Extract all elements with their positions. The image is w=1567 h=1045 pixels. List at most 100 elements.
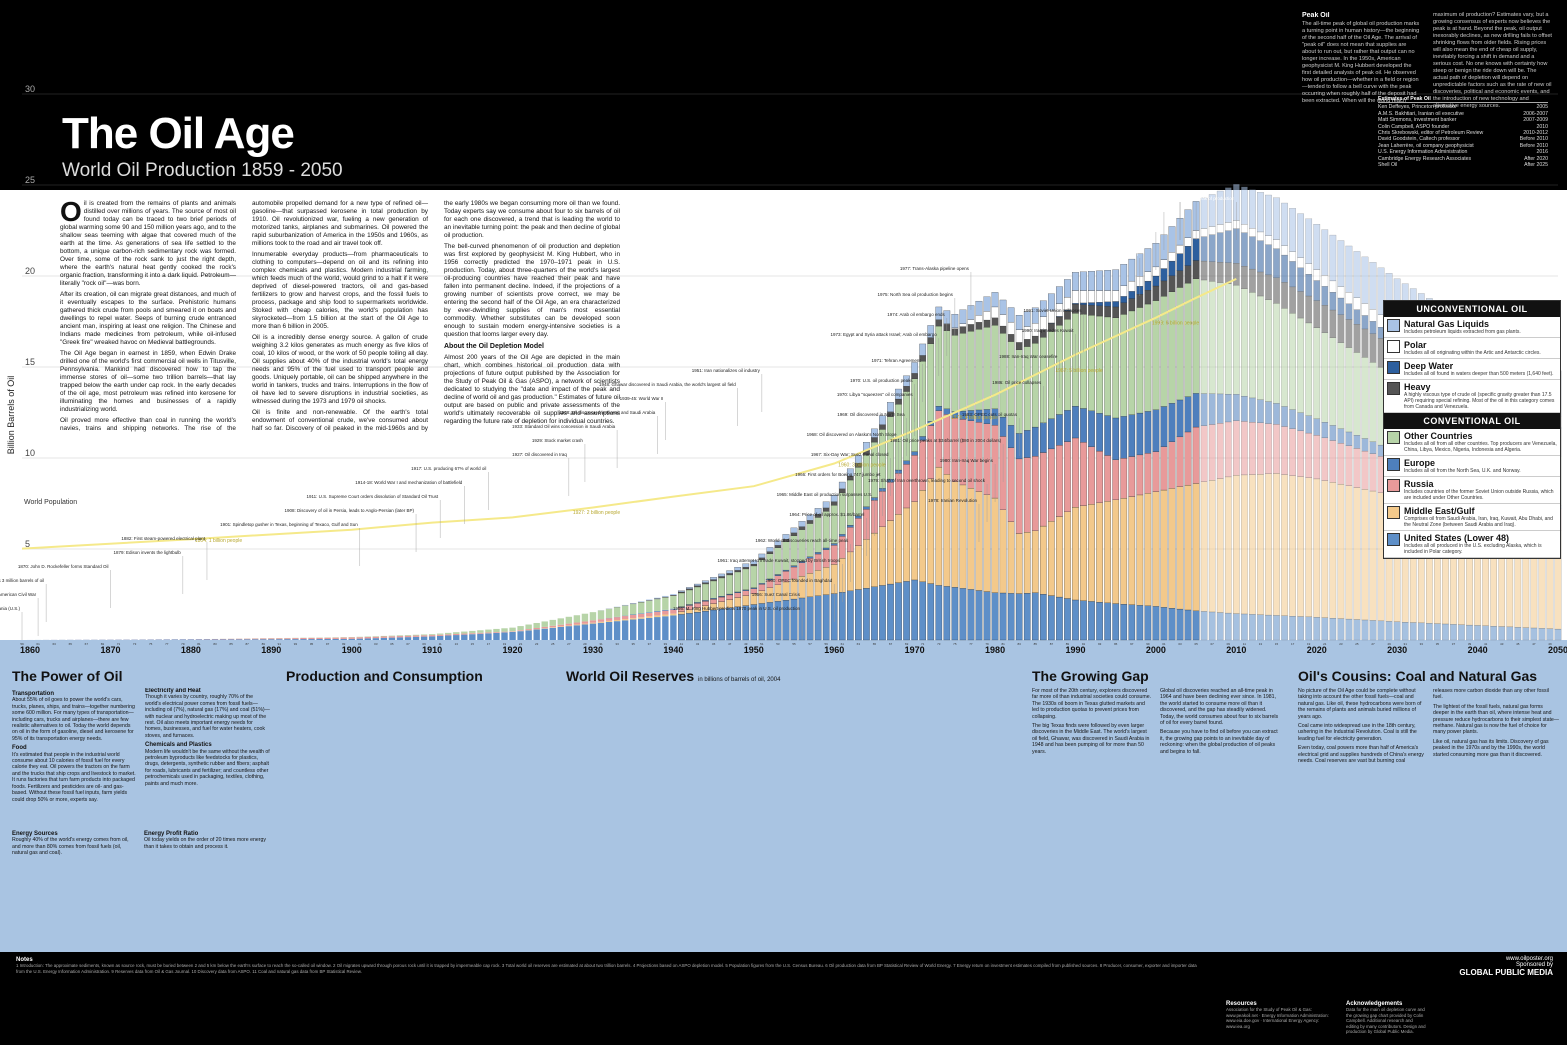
event-label: 2001: World Trade Center attacks [1095, 206, 1163, 211]
sponsor-label: Sponsored by [1515, 962, 1553, 968]
bar-segment [1064, 279, 1071, 298]
bar-segment [943, 414, 951, 475]
x-minor-tick-label: 41 [1484, 642, 1488, 646]
bar-segment [1353, 448, 1361, 488]
bar-segment [1208, 480, 1216, 613]
bar-segment [605, 620, 613, 622]
bar-segment [702, 610, 709, 641]
bar-segment [895, 398, 902, 405]
eroi-sub: Oil today yields on the order of 20 time… [144, 837, 266, 850]
bar-segment [919, 490, 927, 582]
bar-segment [1281, 426, 1288, 475]
estimate-year: 2005 [1536, 104, 1548, 111]
x-minor-tick-label: 43 [1500, 642, 1504, 646]
event-label: 1977: Trans-Alaska pipeline opens [900, 266, 970, 271]
power-item-title: Electricity and Heat [145, 688, 201, 694]
bar-segment [549, 625, 556, 628]
bar-segment [846, 590, 854, 641]
event-label: 1939-45: World War II [620, 396, 664, 401]
bar-segment [477, 633, 484, 640]
x-minor-tick-label: 83 [213, 642, 217, 646]
x-minor-tick-label: 47 [728, 642, 732, 646]
bar-segment [525, 630, 532, 640]
bar-segment [919, 581, 927, 641]
bar-segment [1184, 396, 1192, 433]
bar-segment [420, 636, 428, 640]
bar-segment [1313, 617, 1321, 641]
x-minor-tick-label: 35 [632, 642, 636, 646]
x-minor-tick-label: 33 [615, 642, 619, 646]
bar-segment [1353, 297, 1361, 310]
bar-segment [806, 596, 814, 641]
bar-segment [1232, 613, 1240, 641]
essay-para: Innumerable everyday products—from pharm… [252, 251, 428, 330]
x-minor-tick-label: 51 [760, 642, 764, 646]
bar-segment [879, 424, 886, 430]
legend-item: Deep Water Includes all oil found in wate… [1384, 359, 1560, 380]
bar-segment [1176, 436, 1184, 487]
x-tick-label: 2010 [1226, 645, 1246, 655]
bar-segment [1096, 302, 1103, 306]
bar-segment [1265, 401, 1272, 424]
x-minor-tick-label: 21 [519, 642, 523, 646]
bar-segment [1064, 441, 1071, 512]
bar-segment [935, 585, 943, 641]
bar-segment [742, 595, 750, 606]
bar-segment [822, 507, 830, 512]
bar-segment [1353, 251, 1361, 298]
bar-segment [662, 595, 669, 597]
bar-segment [1144, 280, 1152, 291]
bar-segment [1056, 286, 1063, 304]
bar-segment [694, 583, 701, 586]
bar-segment [1216, 262, 1224, 283]
bar-segment [1305, 263, 1313, 275]
legend-desc: Includes countries of the former Soviet … [1404, 489, 1554, 501]
bar-segment [1088, 601, 1095, 641]
dropcap: O [60, 200, 82, 227]
x-minor-tick-label: 25 [1355, 642, 1359, 646]
event-label: 1970: U.S. oil production peaks [850, 378, 913, 383]
bar-segment [1257, 474, 1264, 615]
bar-segment [1023, 339, 1031, 347]
bar-segment [1249, 236, 1256, 270]
bar-segment [686, 589, 693, 605]
x-minor-tick-label: 67 [85, 642, 89, 646]
bar-segment [1313, 280, 1321, 301]
estimate-source: U.S. Energy Information Administration [1378, 149, 1468, 156]
bar-segment [613, 621, 621, 640]
bar-segment [1321, 275, 1329, 287]
bar-segment [1104, 306, 1111, 318]
bar-segment [814, 570, 822, 596]
bar-segment [1297, 291, 1304, 319]
bar-segment [662, 614, 669, 617]
bar-segment [1305, 274, 1313, 297]
bar-segment [1289, 616, 1296, 641]
bar-segment [686, 613, 693, 641]
bar-segment [927, 583, 935, 641]
bar-segment [726, 573, 734, 576]
essay-para: The Oil Age began in earnest in 1859, wh… [60, 350, 236, 413]
website-link[interactable]: www.oilposter.org [1505, 956, 1553, 962]
estimate-year: 2010-2012 [1523, 130, 1548, 137]
bar-segment [1184, 209, 1192, 238]
bar-segment [1023, 593, 1031, 641]
bar-segment [1345, 292, 1353, 304]
bar-segment [1257, 231, 1264, 241]
bar-segment [501, 631, 508, 633]
bar-segment [565, 616, 573, 624]
x-minor-tick-label: 83 [1018, 642, 1022, 646]
legend-name: Polar [1404, 340, 1427, 350]
estimate-source: David Goodstein, Caltech professor [1378, 136, 1460, 143]
bar-segment [822, 594, 830, 641]
bar-segment [1200, 279, 1208, 394]
bar-segment [1224, 393, 1232, 423]
bar-segment [1361, 315, 1369, 330]
bar-segment [1305, 295, 1313, 324]
bar-segment [1168, 403, 1176, 442]
legend-desc: Includes petroleum liquids extracted fro… [1404, 329, 1521, 335]
estimate-year: Before 2010 [1519, 136, 1548, 143]
bar-segment [911, 451, 918, 456]
bar-segment [798, 562, 806, 577]
bar-segment [243, 639, 251, 640]
y-axis-label: Billion Barrels of Oil [6, 376, 16, 455]
